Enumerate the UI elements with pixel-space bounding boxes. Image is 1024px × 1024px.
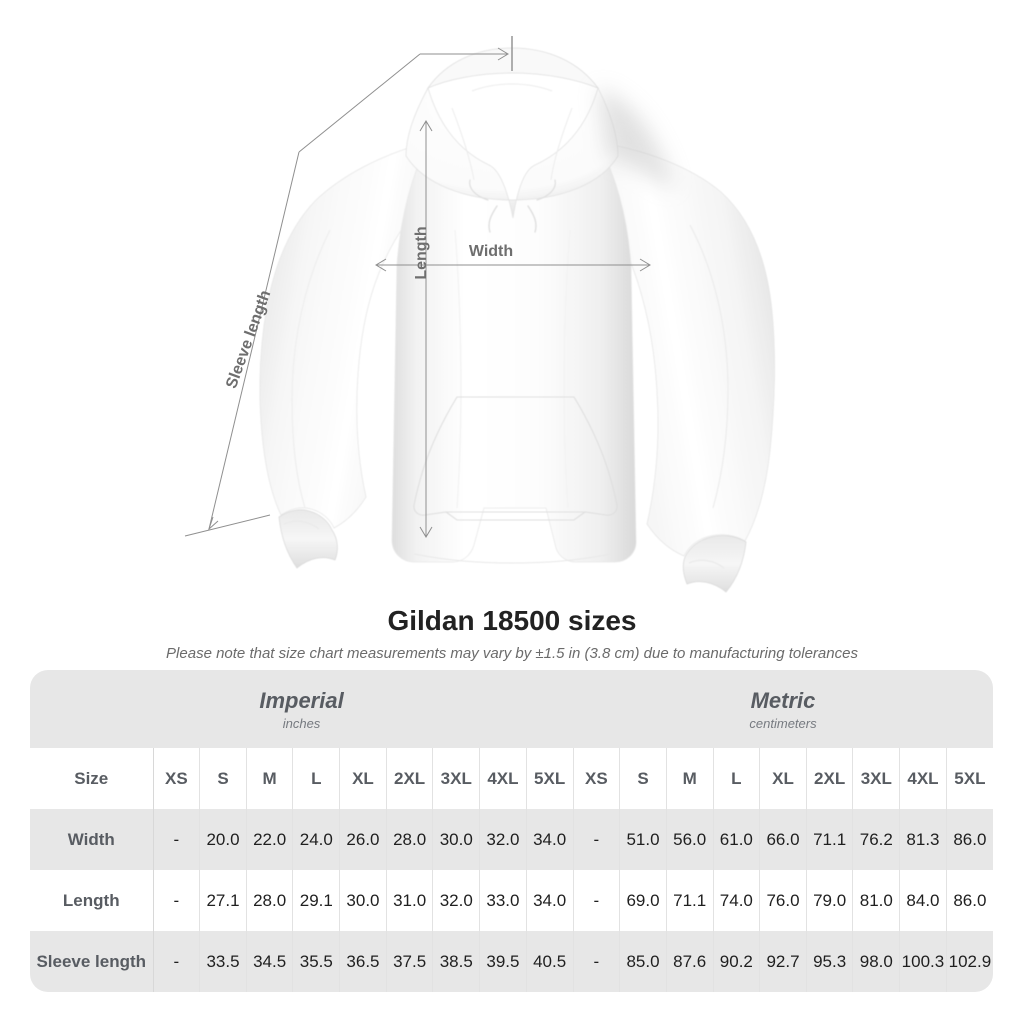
svg-text:Length: Length bbox=[413, 226, 430, 279]
svg-text:Width: Width bbox=[469, 243, 513, 260]
